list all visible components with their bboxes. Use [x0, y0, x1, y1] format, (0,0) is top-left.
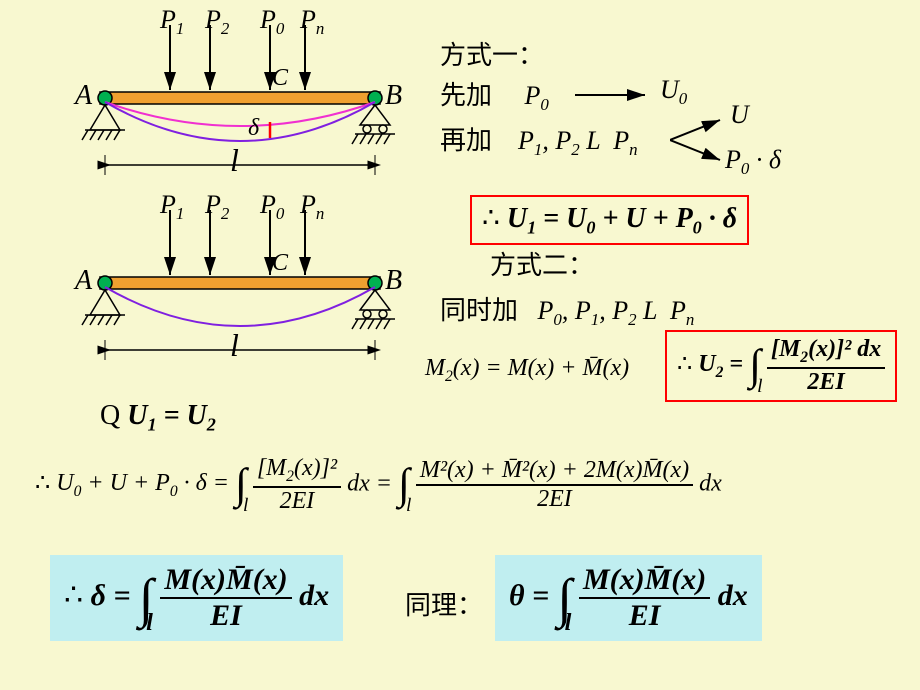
eq-u1u2: Q U1 = U2	[100, 400, 216, 436]
length2-label: l	[230, 327, 239, 364]
result-box-1: ∴ U1 = U0 + U + P0 · δ	[470, 195, 749, 245]
text-xianjia: 先加	[440, 81, 492, 110]
point2-c: C	[272, 250, 288, 277]
text-zaijia: 再加	[440, 126, 492, 155]
final-theta-box: θ = ∫l M(x)M̄(x) EI dx	[495, 555, 762, 641]
beam-diagram-1: P1 P2 P0 Pn C A B δ l	[60, 10, 420, 185]
final-delta-box: ∴ δ = ∫l M(x)M̄(x) EI dx	[50, 555, 343, 641]
similarly-label: 同理：	[405, 585, 483, 622]
point-a: A	[75, 80, 92, 112]
load-p1: P1	[160, 5, 184, 39]
long-equation: ∴ U0 + U + P0 · δ = ∫l [M2(x)]² 2EI dx =…	[35, 455, 722, 515]
method2-title: 方式二：	[490, 245, 594, 282]
load2-pn: Pn	[300, 190, 324, 224]
load-pn: Pn	[300, 5, 324, 39]
arrow-u0	[575, 85, 655, 105]
result-u0: U0	[660, 75, 687, 109]
beam-diagram-2: P1 P2 P0 Pn C A B l	[60, 195, 420, 365]
point-c: C	[272, 65, 288, 92]
result-box-2: ∴ U2 = ∫l [M2(x)]² dx 2EI	[665, 330, 897, 402]
load2-p0: P0	[260, 190, 284, 224]
point-b: B	[385, 80, 402, 112]
result-u: U	[730, 100, 749, 130]
method2-line1: 同时加 P0, P1, P2 L Pn	[440, 290, 694, 330]
method1-line1: 先加 P0	[440, 75, 549, 115]
delta-label: δ	[248, 115, 259, 142]
beam-svg-1	[60, 10, 420, 185]
result-p0delta: P0 · δ	[725, 145, 781, 179]
load-p2: P2	[205, 5, 229, 39]
eq-m2: M2(x) = M(x) + M̄(x)	[425, 355, 629, 386]
load2-p2: P2	[205, 190, 229, 224]
length-label: l	[230, 142, 239, 179]
method1-line2: 再加 P1, P2 L Pn	[440, 120, 638, 160]
load2-p1: P1	[160, 190, 184, 224]
point2-a: A	[75, 265, 92, 297]
load-p0: P0	[260, 5, 284, 39]
method1-title: 方式一：	[440, 35, 544, 72]
arrow-branch	[670, 110, 730, 170]
point2-b: B	[385, 265, 402, 297]
beam-svg-2	[60, 195, 420, 365]
